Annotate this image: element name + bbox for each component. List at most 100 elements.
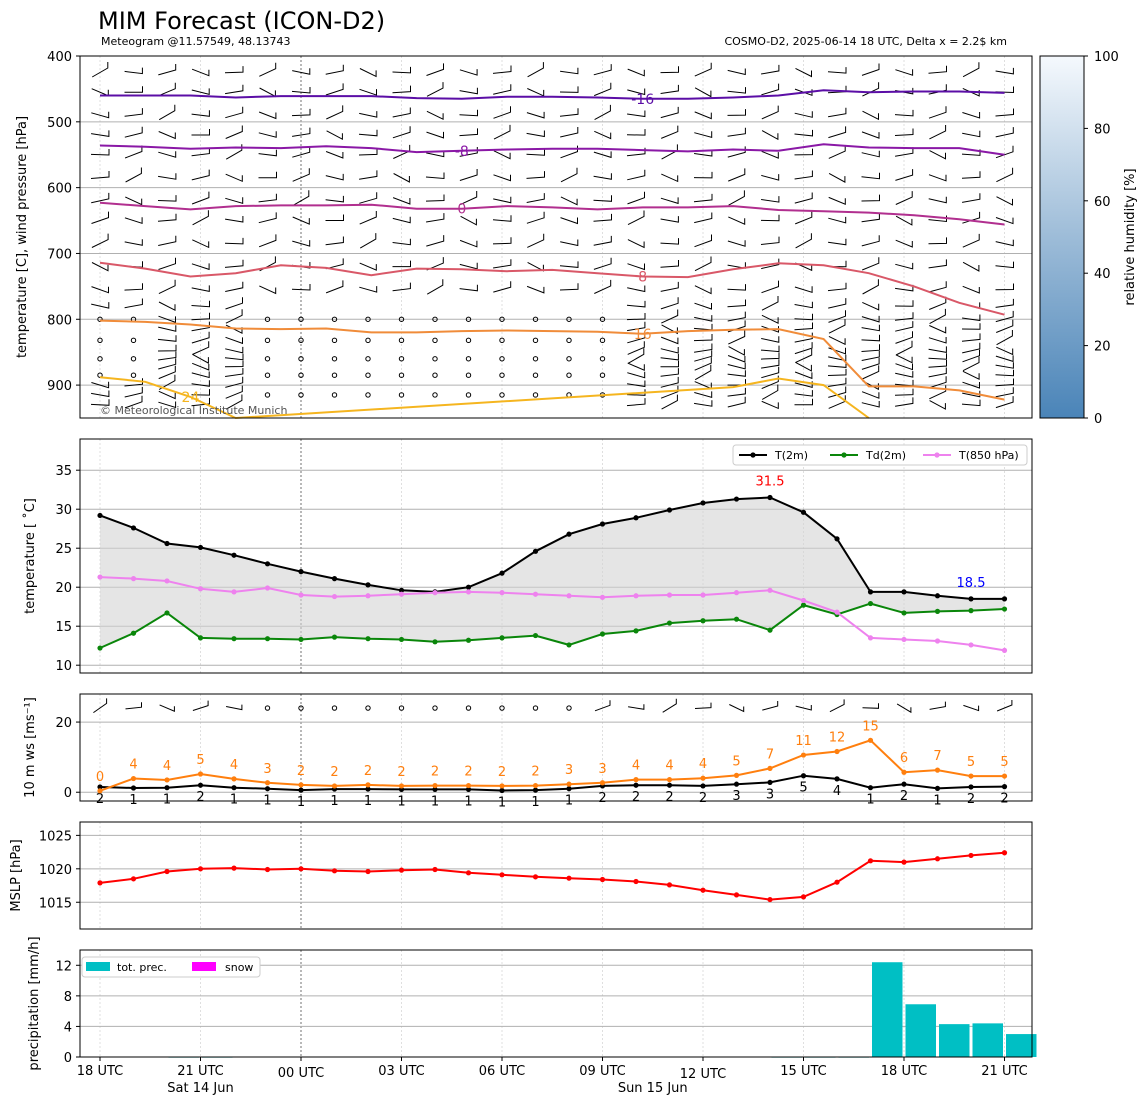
wind-barb: [325, 64, 344, 75]
wind-barb: [526, 149, 545, 156]
surface-wind-barb: [996, 700, 1013, 712]
wind-barb-calm: [532, 392, 539, 398]
wind-barb: [694, 391, 713, 399]
wind-barb: [359, 111, 378, 118]
wind-series-1-point: [97, 788, 103, 794]
wind-barb: [929, 385, 947, 400]
upper-ytick-label: 600: [47, 182, 72, 197]
wind-barb-calm: [264, 316, 271, 322]
wind-series-0-point: [264, 786, 271, 792]
humidity-colorbar: 0 20 40 60 80 100 relative humidity [%]: [1039, 50, 1138, 427]
temp-series-0-point: [298, 569, 304, 575]
wind-barb: [861, 334, 880, 342]
wind-barb: [225, 281, 244, 292]
wind-barb: [526, 211, 545, 224]
wind-barb: [225, 368, 244, 377]
temp-series-1-point: [733, 616, 740, 622]
wind-barb: [660, 353, 679, 361]
wind-barb: [359, 192, 378, 204]
wind-barb: [325, 83, 344, 96]
wind-barb: [760, 345, 780, 353]
temp-series-2-point: [197, 586, 204, 592]
wind-barb: [995, 145, 1014, 159]
wind-barb: [559, 261, 579, 268]
precipitation-panel: 0 4 8 12 precipitation [mm/h] tot. prec. snow: [27, 936, 1037, 1071]
legend-label: Td(2m): [865, 449, 906, 462]
wind-barb: [91, 192, 110, 204]
temp-series-0-point: [231, 552, 237, 558]
wind-barb: [962, 130, 981, 138]
wind-barb: [493, 124, 511, 140]
temp-series-0-point: [566, 531, 572, 537]
wind-barb: [158, 64, 177, 76]
wind-barb: [828, 386, 847, 398]
wind-barb: [125, 167, 142, 183]
surface-wind-barb: [829, 699, 845, 713]
wind-barb: [493, 259, 512, 269]
wind-barb: [626, 129, 646, 136]
wind-barb: [526, 193, 545, 203]
wind-barb: [91, 390, 110, 398]
wind-barb: [627, 285, 646, 293]
wind-barb: [225, 376, 244, 388]
wind-value-label: 12: [829, 731, 846, 746]
wind-value-label: 7: [933, 749, 941, 764]
wind-barb: [995, 387, 1014, 398]
wind-barb: [928, 376, 947, 389]
wind-barb: [995, 362, 1014, 369]
wind-barb: [928, 237, 947, 245]
wind-barb: [426, 131, 444, 139]
wind-barb: [929, 325, 947, 334]
wind-barb: [359, 262, 377, 271]
wind-barb: [392, 66, 411, 74]
wind-barb-calm: [499, 356, 505, 362]
wind-barb: [828, 126, 847, 139]
wind-barb: [996, 319, 1014, 333]
temp-series-1-point: [566, 642, 572, 648]
wind-barb: [627, 321, 646, 332]
temp-series-1-point: [700, 618, 706, 624]
wind-barb: [828, 238, 847, 246]
temp-series-2-point: [365, 593, 371, 599]
wind-barb: [192, 362, 210, 371]
wind-barb: [191, 300, 210, 308]
wind-barb: [425, 194, 445, 202]
wind-barb: [392, 107, 411, 118]
surface-wind-barb: [963, 704, 980, 712]
wind-barb: [192, 239, 210, 249]
mslp-series-point: [666, 882, 673, 888]
precip-bar: [905, 1004, 936, 1057]
wind-barb: [760, 236, 780, 245]
temp-series-1-point: [130, 630, 137, 636]
temp-series-0-point: [834, 536, 840, 542]
colorbar-tick-label: 60: [1094, 195, 1111, 210]
wind-barb: [761, 400, 779, 410]
wind-barb: [627, 239, 645, 249]
wind-value-label: 5: [196, 753, 204, 768]
surface-wind-barb: [125, 702, 142, 710]
mslp-series-point: [733, 892, 740, 898]
legend-swatch: [192, 962, 216, 971]
wind-barb: [560, 145, 578, 159]
temp-series-1-point: [465, 637, 472, 643]
wind-barb-calm: [365, 316, 371, 322]
wind-series-0-point: [767, 779, 773, 786]
temp-series-1-point: [365, 636, 371, 642]
temp-series-1-point: [968, 608, 974, 614]
wind-barb: [191, 263, 210, 271]
wind-value-label: 4: [129, 758, 137, 773]
wind-barb-calm: [365, 392, 371, 398]
wind-value-label: 5: [799, 781, 807, 796]
time-axis: 18 UTC 21 UTC 00 UTC 03 UTC 06 UTC 09 UTC 12 U…: [77, 1057, 1028, 1096]
wind-barb-calm: [331, 316, 338, 322]
wind-barb: [158, 325, 177, 332]
wind-barb-calm: [465, 337, 472, 344]
temp-series-2-point: [968, 642, 974, 648]
mslp-ytick-label: 1025: [39, 829, 72, 844]
colorbar-label: relative humidity [%]: [1123, 168, 1138, 305]
wind-barb: [426, 63, 444, 76]
wind-barb: [895, 363, 913, 371]
wind-barb-calm: [365, 337, 371, 344]
wind-barb: [124, 395, 143, 409]
wind-barb: [660, 197, 679, 205]
